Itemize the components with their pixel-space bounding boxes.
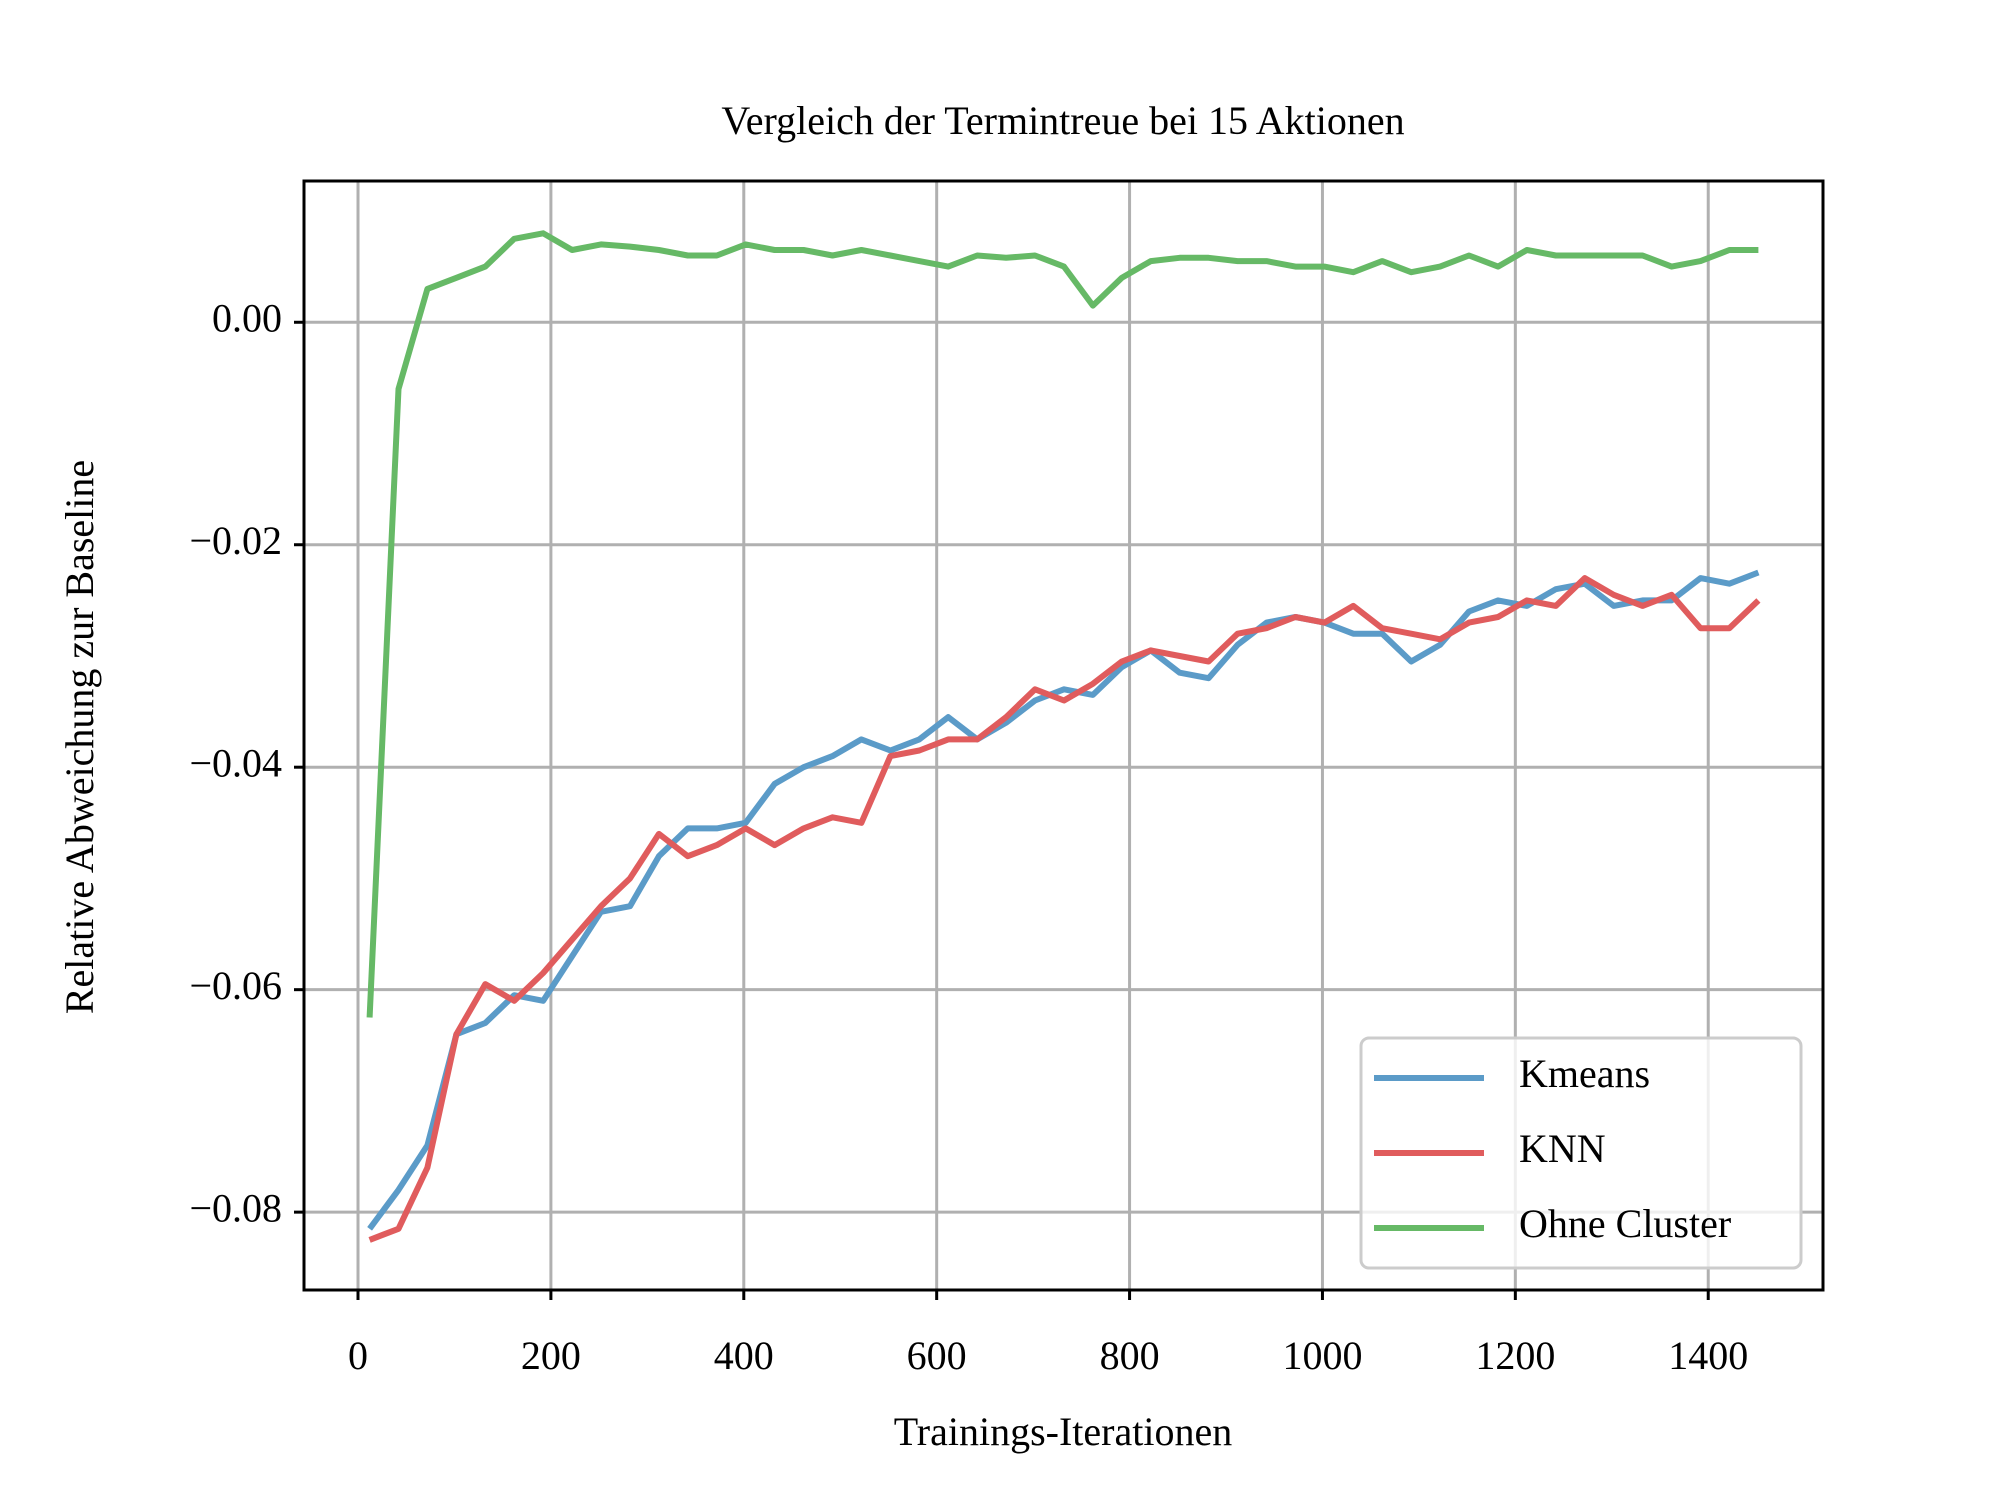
x-tick-label: 1200 xyxy=(1475,1333,1555,1378)
y-tick-label: −0.04 xyxy=(189,740,282,785)
y-axis-label: Relative Abweichung zur Baseline xyxy=(57,460,102,1014)
y-tick-label: −0.02 xyxy=(189,518,282,563)
x-tick-label: 800 xyxy=(1100,1333,1160,1378)
series-line xyxy=(368,575,1761,1243)
x-tick-label: 0 xyxy=(348,1333,368,1378)
legend-label: KNN xyxy=(1519,1126,1606,1171)
series-line xyxy=(367,569,1760,1231)
y-tick-label: −0.08 xyxy=(189,1185,282,1230)
x-tick-label: 600 xyxy=(907,1333,967,1378)
legend-box xyxy=(1359,1036,1803,1270)
x-tick-label: 1000 xyxy=(1282,1333,1362,1378)
chart-title: Vergleich der Termintreue bei 15 Aktione… xyxy=(721,98,1404,143)
series-line xyxy=(366,230,1759,1018)
y-tick-label: −0.06 xyxy=(189,963,282,1008)
x-tick-label: 400 xyxy=(714,1333,774,1378)
legend-label: Ohne Cluster xyxy=(1519,1201,1731,1246)
x-axis-label: Trainings-Iterationen xyxy=(894,1409,1232,1454)
x-tick-label: 1400 xyxy=(1668,1333,1748,1378)
x-tick-label: 200 xyxy=(521,1333,581,1378)
legend-label: Kmeans xyxy=(1519,1051,1650,1096)
y-tick-label: 0.00 xyxy=(212,295,282,340)
plot-frame xyxy=(302,179,1825,1292)
